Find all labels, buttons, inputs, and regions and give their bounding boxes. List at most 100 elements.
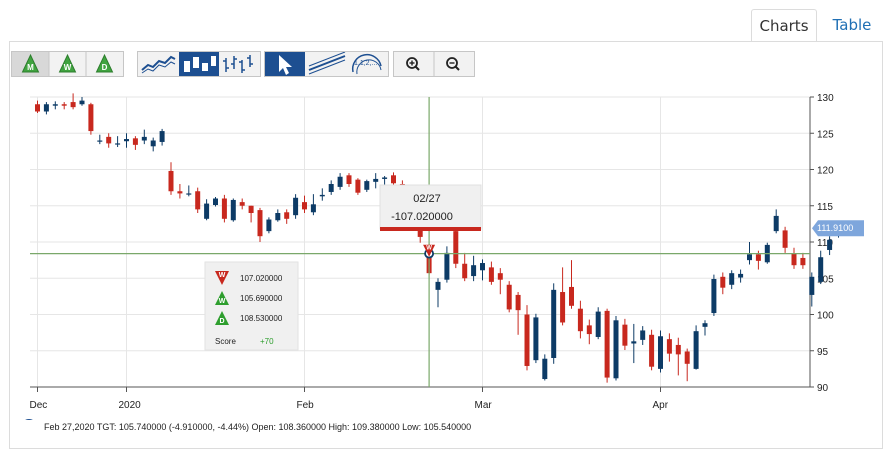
candle-body — [124, 139, 129, 142]
candle-body — [560, 292, 566, 323]
candle-body — [186, 193, 192, 195]
chart-panel — [9, 41, 883, 449]
candle-body — [604, 310, 610, 378]
score-row-2-value: 105.690000 — [240, 294, 283, 303]
tab-charts[interactable]: Charts — [751, 9, 817, 42]
candlestick-icon[interactable] — [179, 52, 219, 76]
score-row-2-letter: W — [219, 298, 226, 305]
signal-marker-icon: W — [423, 244, 436, 257]
y-tick-label: 110 — [817, 238, 833, 249]
y-tick-label: 130 — [817, 93, 834, 104]
price-chart[interactable]: 90 95 100 105 110 115 120 125 130 Dec 2020 Feb Mar A… — [0, 0, 894, 420]
candle-body — [827, 239, 833, 250]
y-tick-label: 90 — [817, 383, 829, 394]
candle-body — [373, 178, 379, 182]
x-tick-label: 2020 — [119, 400, 142, 411]
candle-body — [43, 104, 49, 112]
score-box: W 107.020000 W 105.690000 D 108.530000 S… — [204, 261, 299, 351]
ohlc-bar-icon[interactable] — [223, 55, 253, 73]
chart-type-button-group — [137, 51, 261, 77]
candle-body — [666, 339, 672, 354]
x-tick-label: Dec — [30, 400, 48, 411]
candle-body — [177, 191, 183, 194]
candle-body — [480, 263, 485, 271]
candle-body — [551, 289, 557, 358]
x-axis: Dec 2020 Feb Mar Apr — [30, 386, 810, 411]
candle-body — [97, 140, 103, 142]
x-tick-label: Mar — [475, 400, 493, 411]
candle-body — [569, 286, 574, 306]
period-button-group: M W D — [11, 51, 124, 77]
m-arrow-icon: M — [21, 53, 40, 73]
candle-body — [346, 175, 352, 184]
candle-body — [488, 267, 494, 282]
candle-body — [649, 334, 655, 367]
candle-body — [221, 198, 227, 219]
period-m-label: M — [27, 63, 34, 72]
candle-body — [684, 351, 690, 364]
period-icons: M W D — [12, 52, 114, 76]
d-arrow-icon[interactable]: D — [95, 53, 114, 73]
up-arrow-icon — [215, 311, 229, 325]
candle-body — [577, 308, 583, 332]
candle-body — [79, 100, 85, 105]
trendline-icon[interactable] — [308, 52, 346, 75]
candle-body — [729, 273, 735, 285]
candle-body — [533, 317, 539, 361]
candle-body — [809, 276, 815, 295]
candle-body — [266, 219, 272, 232]
pointer-arrow-icon[interactable] — [265, 52, 305, 76]
crosshair: W — [30, 97, 810, 387]
candle-body — [275, 213, 281, 221]
candle-body — [613, 320, 619, 379]
y-tick-label: 115 — [817, 202, 833, 213]
y-axis: 90 95 100 105 110 115 120 125 130 — [809, 93, 834, 394]
score-row-2: W 105.690000 — [215, 291, 283, 305]
candle-body — [462, 263, 468, 279]
candle-body — [435, 281, 441, 290]
zoom-icons — [406, 52, 460, 76]
fibonacci-icon[interactable]: 1,1,2,... — [351, 54, 382, 75]
candle-body — [542, 358, 548, 380]
zoom-out-icon[interactable] — [446, 57, 460, 71]
candle-body — [791, 253, 797, 266]
tooltip-date: 02/27 — [413, 193, 441, 205]
w-arrow-icon[interactable]: W — [58, 53, 77, 73]
candle-body — [818, 257, 824, 282]
up-arrow-icon — [215, 291, 229, 305]
brand-logo-icon — [25, 419, 33, 420]
candle-body — [506, 284, 512, 310]
y-tick-label: 120 — [817, 166, 834, 177]
y-tick-label: 105 — [817, 274, 834, 285]
candle-body — [640, 330, 646, 340]
candle-body — [310, 204, 316, 213]
chart-grid — [30, 96, 810, 388]
candle-body — [453, 231, 459, 264]
candle-body — [213, 198, 218, 206]
candle-body — [675, 344, 681, 355]
y-tick-label: 100 — [817, 311, 834, 322]
candle-body — [88, 104, 94, 132]
tab-table[interactable]: Table — [832, 16, 872, 34]
candlestick-series — [35, 93, 841, 383]
zoom-button-group — [393, 51, 475, 77]
last-price-value: 111.9100 — [817, 223, 853, 233]
candle-body — [132, 138, 138, 145]
candle-body — [168, 170, 174, 192]
candle-body — [782, 230, 788, 248]
period-w-label: W — [64, 63, 72, 72]
x-tick-label: Apr — [653, 400, 669, 411]
footer-quote: Feb 27,2020 TGT: 105.740000 (-4.910000, … — [44, 422, 472, 432]
candle-body — [239, 202, 245, 206]
candle-body — [444, 252, 450, 280]
candle-body — [738, 273, 744, 278]
candle-body — [70, 102, 76, 108]
candle-body — [141, 136, 147, 141]
zoom-in-icon[interactable] — [406, 57, 420, 71]
candle-body — [284, 212, 290, 219]
candle-body — [711, 278, 717, 314]
candle-body — [328, 184, 334, 192]
candle-body — [773, 215, 779, 232]
candle-body — [497, 273, 503, 280]
line-chart-icon[interactable] — [138, 52, 178, 76]
